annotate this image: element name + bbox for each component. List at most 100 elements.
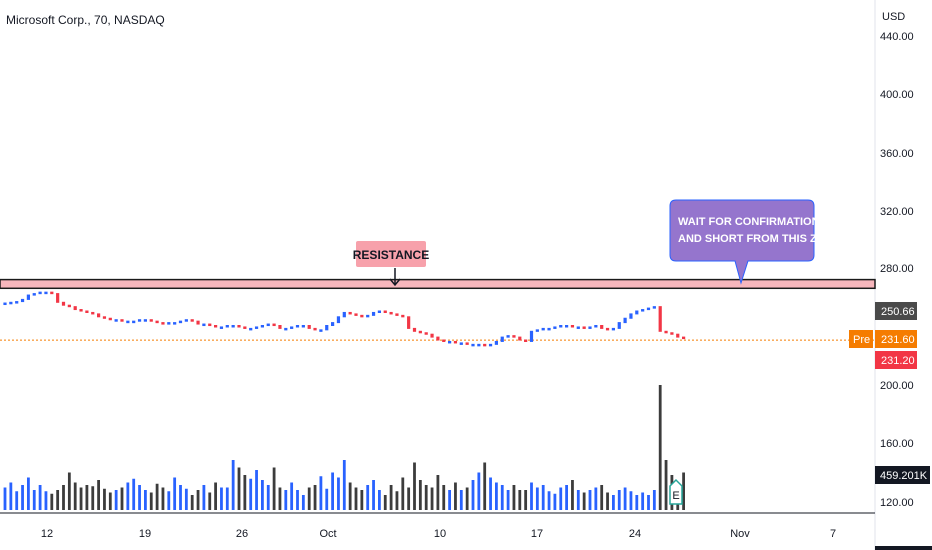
price-bar: [243, 326, 247, 329]
volume-bar: [208, 492, 212, 510]
price-label-250[interactable]: 250.66: [875, 302, 917, 320]
resistance-zone[interactable]: [0, 278, 876, 290]
volume-bar: [272, 467, 276, 510]
price-bar: [219, 326, 224, 329]
volume-bar: [79, 487, 83, 510]
price-bar: [167, 322, 171, 325]
price-bar: [518, 336, 522, 341]
earnings-icon: [669, 478, 683, 505]
x-tick-label: 10: [434, 528, 446, 540]
price-bar: [120, 319, 124, 322]
price-label-231[interactable]: 231.20: [875, 351, 917, 369]
price-bar: [272, 323, 276, 327]
price-bar: [114, 319, 118, 322]
short-zone-callout[interactable]: WAIT FOR CONFIRMATION AND SHORT FROM THI…: [669, 199, 841, 285]
price-bar: [629, 313, 633, 319]
volume-bar: [331, 472, 334, 510]
price-bar: [15, 301, 19, 304]
premarket-tag: Pre: [853, 334, 870, 346]
volume-label[interactable]: 459.201K: [875, 466, 930, 484]
price-bar: [260, 325, 264, 328]
price-bar: [494, 340, 498, 345]
volume-bar: [489, 477, 492, 510]
volume-bar: [103, 488, 106, 510]
price-bar: [9, 301, 13, 305]
volume-bar: [530, 482, 533, 510]
price-bar: [389, 311, 393, 315]
price-bar: [453, 340, 458, 344]
volume-bar: [342, 460, 346, 510]
price-bar: [635, 310, 639, 315]
price-bar: [488, 343, 493, 347]
price-bar: [448, 340, 452, 344]
price-bar: [424, 332, 428, 335]
y-tick-label: 320.00: [880, 206, 914, 218]
volume-bar: [108, 492, 112, 510]
volume-bar: [313, 485, 317, 510]
volume-bar: [518, 490, 522, 510]
price-bar: [91, 311, 95, 315]
volume-bar: [278, 487, 282, 510]
y-tick-label: 280.00: [880, 263, 914, 275]
resistance-label: RESISTANCE: [353, 248, 429, 262]
y-tick-label: 120.00: [880, 497, 914, 509]
price-bar: [477, 343, 481, 347]
price-bar: [319, 329, 323, 332]
volume-bar: [296, 490, 299, 510]
volume-bar: [266, 485, 270, 510]
earnings-marker[interactable]: E: [669, 478, 683, 505]
price-bar: [73, 306, 77, 311]
price-bar: [371, 311, 376, 316]
y-tick-label: 360.00: [880, 148, 914, 160]
y-axis[interactable]: 440.00 400.00 360.00 320.00 280.00 200.0…: [880, 31, 914, 509]
down-arrow-icon: [389, 278, 401, 287]
volume-bar: [629, 491, 633, 510]
volume-bar: [395, 491, 399, 510]
volume-bar: [471, 480, 475, 510]
volume-bar: [202, 485, 206, 510]
volume-bar: [442, 485, 446, 510]
volume-bar: [366, 485, 370, 510]
volume-bar: [190, 495, 194, 510]
volume-bar: [301, 495, 305, 510]
volume-bar: [354, 487, 358, 510]
volume-bar: [114, 490, 118, 510]
price-bar: [278, 325, 282, 329]
price-bar: [20, 298, 25, 303]
price-label-pre[interactable]: Pre 231.60: [849, 330, 917, 348]
volume-bar: [196, 490, 200, 510]
callout-line-1: WAIT FOR CONFIRMATION: [678, 216, 820, 228]
price-bar: [588, 326, 592, 329]
price-bar: [249, 327, 253, 331]
price-bar: [471, 343, 475, 347]
volume-bar: [50, 493, 54, 510]
callout-line-2: AND SHORT FROM THIS ZONE: [678, 233, 841, 245]
y-tick-label: 400.00: [880, 89, 914, 101]
price-bar: [97, 313, 101, 318]
price-bar: [284, 327, 288, 331]
volume-badge: [875, 466, 930, 484]
volume-bar: [477, 472, 481, 510]
volume-bar: [15, 491, 19, 510]
y-tick-label: 200.00: [880, 380, 914, 392]
volume-bar: [73, 482, 77, 510]
volume-bar: [506, 490, 510, 510]
resistance-annotation[interactable]: RESISTANCE: [353, 241, 429, 287]
volume-bar: [576, 490, 580, 510]
volume-bar: [535, 487, 539, 510]
volume-bar: [541, 485, 545, 510]
volume-bar: [149, 492, 153, 510]
price-bar: [214, 325, 218, 328]
price-bar: [430, 333, 434, 338]
price-bar: [61, 301, 66, 306]
price-bar: [225, 325, 229, 328]
x-axis[interactable]: 12 19 26 Oct 10 17 24 Nov 7: [41, 528, 836, 540]
volume-bar: [126, 482, 130, 510]
price-bar: [442, 339, 446, 342]
price-bar: [582, 326, 586, 329]
volume-bar: [173, 477, 177, 510]
price-bar: [670, 332, 674, 335]
currency-label: USD: [882, 11, 905, 23]
volume-bar: [553, 493, 557, 510]
